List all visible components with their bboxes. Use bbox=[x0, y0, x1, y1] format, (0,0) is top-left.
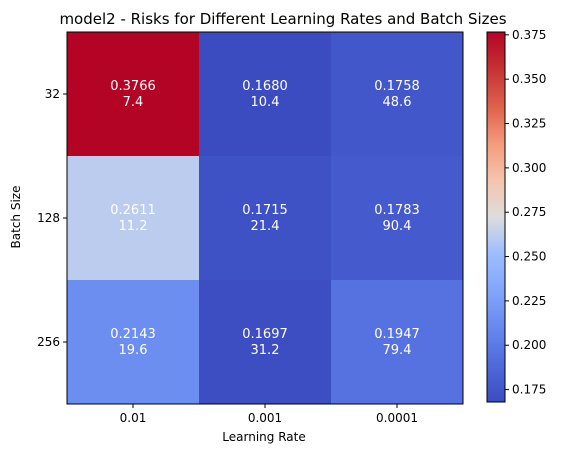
cell-risk-label: 0.2143 bbox=[110, 327, 156, 342]
cell-second-label: 48.6 bbox=[383, 95, 412, 110]
heatmap-cell bbox=[199, 156, 331, 280]
x-axis-ticks: 0.01 0.001 0.0001 bbox=[120, 404, 418, 425]
colorbar: 0.175 0.200 0.225 0.250 0.275 0.300 0.325 0.350… bbox=[486, 28, 546, 403]
heatmap-cell bbox=[67, 156, 199, 280]
colorbar-tick-label: 0.225 bbox=[512, 294, 546, 308]
cell-risk-label: 0.1715 bbox=[242, 203, 288, 218]
y-tick-label: 32 bbox=[45, 87, 60, 101]
y-axis-ticks: 32 128 256 bbox=[37, 87, 67, 349]
colorbar-tick-label: 0.175 bbox=[512, 383, 546, 397]
cell-risk-label: 0.2611 bbox=[110, 203, 156, 218]
colorbar-tick-label: 0.325 bbox=[512, 117, 546, 131]
cell-risk-label: 0.1783 bbox=[374, 203, 420, 218]
y-tick-label: 128 bbox=[37, 211, 60, 225]
heatmap-cell bbox=[199, 32, 331, 156]
cell-second-label: 90.4 bbox=[383, 219, 412, 234]
colorbar-tick-label: 0.275 bbox=[512, 205, 546, 219]
colorbar-tick-label: 0.300 bbox=[512, 161, 546, 175]
cell-second-label: 10.4 bbox=[251, 95, 280, 110]
colorbar-tick-label: 0.350 bbox=[512, 72, 546, 86]
y-tick-label: 256 bbox=[37, 335, 60, 349]
cell-second-label: 21.4 bbox=[251, 219, 280, 234]
heatmap-cell bbox=[331, 156, 463, 280]
colorbar-gradient bbox=[486, 31, 506, 403]
heatmap-cell bbox=[331, 280, 463, 404]
cell-risk-label: 0.1947 bbox=[374, 327, 420, 342]
cell-risk-label: 0.1697 bbox=[242, 327, 288, 342]
colorbar-tick-label: 0.200 bbox=[512, 338, 546, 352]
heatmap-cell bbox=[199, 280, 331, 404]
cell-second-label: 31.2 bbox=[251, 343, 280, 358]
cell-second-label: 7.4 bbox=[123, 95, 144, 110]
heatmap-cell bbox=[67, 32, 199, 156]
heatmap-cell bbox=[331, 32, 463, 156]
cell-second-label: 11.2 bbox=[119, 219, 148, 234]
x-axis-label: Learning Rate bbox=[222, 430, 305, 444]
cell-risk-label: 0.1680 bbox=[242, 79, 288, 94]
x-tick-label: 0.0001 bbox=[376, 411, 418, 425]
chart-title: model2 - Risks for Different Learning Ra… bbox=[59, 10, 506, 28]
colorbar-tick-label: 0.250 bbox=[512, 250, 546, 264]
cell-risk-label: 0.1758 bbox=[374, 79, 420, 94]
x-tick-label: 0.01 bbox=[120, 411, 147, 425]
heatmap-cell bbox=[67, 280, 199, 404]
cell-second-label: 79.4 bbox=[383, 343, 412, 358]
cell-second-label: 19.6 bbox=[119, 343, 148, 358]
cell-risk-label: 0.3766 bbox=[110, 79, 156, 94]
colorbar-tick-label: 0.375 bbox=[512, 28, 546, 42]
x-tick-label: 0.001 bbox=[248, 411, 282, 425]
y-axis-label: Batch Size bbox=[9, 186, 23, 249]
